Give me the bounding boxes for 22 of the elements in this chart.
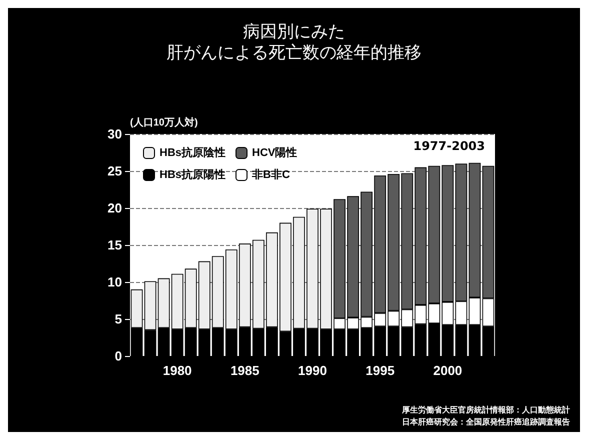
x-tick-label: 1990 <box>298 363 327 378</box>
x-tick-label: 1995 <box>366 363 395 378</box>
y-tick-label: 15 <box>108 238 122 252</box>
chart-subtitle: 肝がんによる死亡数の経年的推移 <box>166 43 422 62</box>
x-tick-label: 1980 <box>162 363 192 378</box>
y-tick-label: 25 <box>108 164 122 178</box>
legend-label: HBs抗原陽性 <box>160 168 226 181</box>
legend-label: HCV陽性 <box>252 146 298 159</box>
text: 厚生労働省大臣官房統計情報部：人口動態統計 <box>401 404 570 414</box>
x-tick-label: 2000 <box>433 363 462 378</box>
text: 日本肝癌研究会：全国原発性肝癌追跡調査報告 <box>402 416 570 426</box>
y-tick-label: 20 <box>108 200 122 216</box>
y-tick-label: 30 <box>108 126 122 142</box>
legend-label: 非B非C <box>251 168 290 181</box>
y-tick-label: 5 <box>114 312 122 326</box>
y-tick-label: 0 <box>114 348 122 364</box>
y-axis-title: (人口10万人対) <box>130 116 198 128</box>
x-tick-label: 1985 <box>230 363 260 378</box>
chart-title: 病因別にみた <box>243 22 345 41</box>
annotation: 1977-2003 <box>413 139 486 153</box>
legend-label: HBs抗原陰性 <box>160 146 226 159</box>
y-tick-label: 10 <box>108 274 122 290</box>
